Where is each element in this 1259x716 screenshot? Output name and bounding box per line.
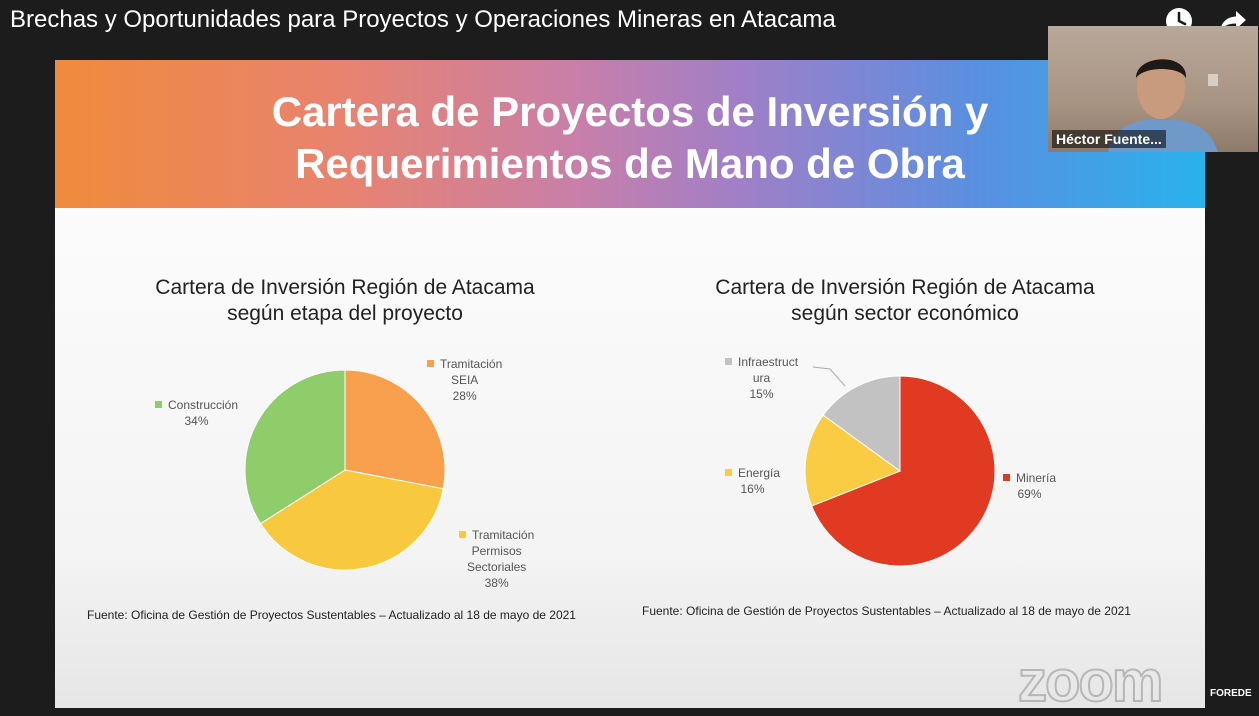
chart1-label-construccion: Construcción 34% [155, 397, 238, 429]
participant-name-label: Héctor Fuente... [1052, 130, 1166, 148]
chart2-legend-swatch-infraestructura [725, 358, 732, 365]
chart1-label-text: Tramitación [472, 528, 535, 542]
chart2-label-infraestructura: Infraestruct ura 15% [725, 354, 798, 402]
slide-title-line-2: Requerimientos de Mano de Obra [295, 140, 965, 187]
chart1-legend-swatch-construccion [155, 401, 162, 408]
chart2-title: Cartera de Inversión Región de Atacama s… [695, 275, 1115, 327]
chart2-slice-0 [811, 375, 996, 567]
chart2-slice-1 [804, 414, 902, 507]
chart1-source: Fuente: Oficina de Gestión de Proyectos … [87, 608, 576, 622]
corner-logo: FOREDE [1210, 688, 1252, 699]
slide-title: Cartera de Proyectos de Inversión y Requ… [55, 86, 1205, 190]
chart1-value-label: 38% [484, 576, 509, 590]
chart2-label-energia: Energía 16% [725, 465, 780, 497]
chart1-label-text: Permisos [471, 544, 522, 558]
chart2-legend-swatch-energia [725, 469, 732, 476]
chart2-title-line-1: Cartera de Inversión Región de Atacama [715, 276, 1095, 299]
chart1-legend-swatch-tramitacion-permisos [459, 531, 466, 538]
slide-header-banner [55, 60, 1205, 208]
share-icon[interactable] [1218, 6, 1248, 36]
chart1-title: Cartera de Inversión Región de Atacama s… [135, 275, 555, 327]
chart1-title-line-1: Cartera de Inversión Región de Atacama [155, 276, 535, 299]
chart1-slice-2 [244, 369, 346, 525]
participant-video-tile[interactable]: Héctor Fuente... [1048, 26, 1258, 152]
chart1-title-line-2: según etapa del proyecto [227, 302, 463, 325]
chart2-label-text: Minería [1016, 471, 1057, 485]
chart2-legend-swatch-mineria [1003, 474, 1010, 481]
chart2-value-label: 15% [749, 387, 774, 401]
chart1-label-text: Tramitación [440, 357, 503, 371]
chart2-leader-line [812, 366, 846, 387]
chart2-title-line-2: según sector económico [791, 302, 1019, 325]
chart1-value-label: 28% [452, 389, 477, 403]
chart2-slice-2 [822, 375, 901, 472]
slide-title-line-1: Cartera de Proyectos de Inversión y [271, 88, 989, 135]
chart2-label-text: Energía [738, 466, 781, 480]
chart1-label-tramitacion-seia: Tramitación SEIA 28% [427, 356, 502, 404]
chart1-label-text: SEIA [450, 373, 479, 387]
zoom-watermark: zoom [1017, 648, 1164, 715]
presentation-slide: Cartera de Proyectos de Inversión y Requ… [55, 60, 1205, 708]
chart2-value-label: 16% [740, 482, 765, 496]
chart1-label-tramitacion-permisos: Tramitación Permisos Sectoriales 38% [459, 527, 534, 591]
chart1-label-text: Construcción [168, 398, 239, 412]
chart1-value-label: 34% [184, 414, 209, 428]
video-title: Brechas y Oportunidades para Proyectos y… [10, 6, 836, 33]
chart1-slice-0 [344, 369, 446, 490]
chart2-source: Fuente: Oficina de Gestión de Proyectos … [642, 604, 1131, 618]
chart2-label-text: Infraestruct [738, 355, 799, 369]
chart1-legend-swatch-tramitacion-seia [427, 360, 434, 367]
chart2-pie [804, 375, 996, 567]
chart1-pie [244, 369, 446, 571]
chart2-label-text: ura [752, 371, 771, 385]
chart2-value-label: 69% [1017, 487, 1042, 501]
chart2-label-mineria: Minería 69% [1003, 470, 1056, 502]
chart1-label-text: Sectoriales [466, 560, 527, 574]
